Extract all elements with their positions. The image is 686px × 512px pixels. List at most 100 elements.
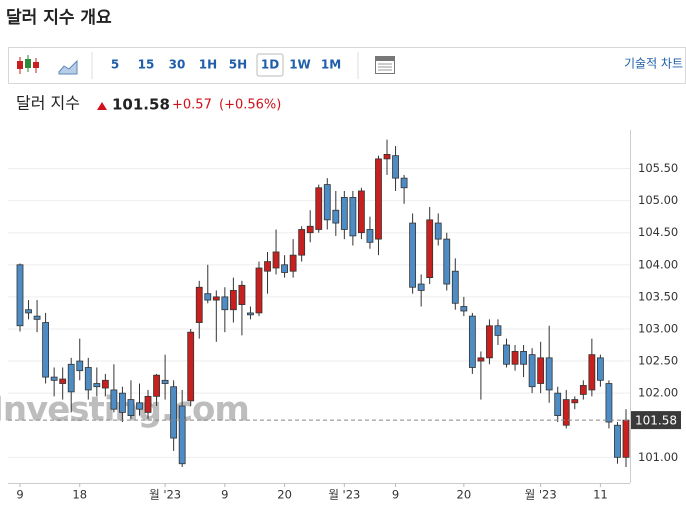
candle-body [16, 264, 24, 327]
y-tick-label: 102.00 [638, 386, 678, 400]
candle-body [101, 379, 109, 389]
candle-body [255, 267, 263, 314]
quote-change-pct: (+0.56%) [219, 98, 281, 113]
x-tick-label: 20 [457, 488, 472, 502]
interval-button[interactable]: 1M [321, 58, 341, 72]
interval-button[interactable]: 15 [138, 58, 155, 72]
candle-body [315, 187, 323, 230]
y-tick-label: 103.50 [638, 289, 678, 303]
interval-button[interactable]: 1D [261, 58, 279, 72]
candle-body [349, 196, 357, 237]
x-tick-label: 월 '23 [525, 488, 557, 502]
candle-body [477, 357, 485, 362]
candle-body [144, 395, 152, 413]
interval-button[interactable]: 5H [229, 58, 247, 72]
candle-body [247, 312, 254, 316]
candle-body [110, 389, 118, 410]
candle-body [614, 424, 621, 458]
candle-body [178, 405, 186, 465]
candle-body [596, 357, 604, 381]
candle-body [161, 379, 169, 384]
candle-body [588, 354, 596, 391]
candle-body [358, 190, 365, 234]
candle-body [25, 309, 32, 314]
candle-body [59, 378, 67, 384]
candle-body [486, 325, 493, 359]
candle-body [170, 386, 178, 439]
candle-body [93, 383, 101, 388]
candle-body [554, 392, 562, 417]
candle-body [272, 251, 280, 269]
y-tick-label: 103.00 [638, 321, 678, 335]
candle-body [571, 399, 579, 404]
up-arrow [97, 102, 107, 110]
candle-body [400, 177, 408, 189]
candle-body [562, 399, 570, 426]
candle-body [306, 225, 314, 234]
candle-body [520, 351, 527, 365]
y-tick-label: 101.00 [638, 450, 678, 464]
candle-body [50, 376, 58, 381]
x-tick-label: 20 [277, 488, 292, 502]
y-tick-label: 105.50 [638, 161, 678, 175]
candle-body [605, 383, 613, 423]
candle-body [460, 306, 468, 312]
candle-body [443, 238, 451, 285]
candle-body [426, 219, 434, 279]
candle-body [289, 254, 297, 272]
x-tick-label: 9 [392, 488, 399, 502]
last-price-label: 101.58 [635, 414, 677, 428]
candle-body [221, 296, 229, 311]
candle-body [468, 315, 476, 368]
area-icon[interactable] [58, 59, 78, 75]
candle-body [528, 354, 536, 388]
candle-body [195, 286, 203, 323]
candle-body [622, 419, 630, 458]
y-tick-label: 102.50 [638, 354, 678, 368]
candle-body [136, 402, 143, 410]
candle-body [229, 290, 237, 311]
candle-body [264, 261, 271, 272]
x-tick-label: 월 '23 [328, 488, 360, 502]
quote-price: 101.58 [112, 96, 170, 114]
candle-body [67, 363, 75, 393]
candle-icon[interactable] [17, 55, 39, 74]
candle-body [494, 325, 502, 336]
interval-button[interactable]: 5 [111, 58, 119, 72]
candle-body [204, 293, 212, 301]
y-tick-label: 104.00 [638, 257, 678, 271]
interval-button[interactable]: 1H [199, 58, 217, 72]
x-tick-label: 9 [221, 488, 228, 502]
candle-body [187, 331, 195, 402]
interval-button[interactable]: 1W [289, 58, 311, 72]
page-title: 달러 지수 개요 [6, 7, 112, 28]
candle-body [33, 315, 41, 320]
x-tick-label: 18 [72, 488, 87, 502]
x-tick-label: 11 [593, 488, 608, 502]
candle-body [579, 385, 587, 395]
last-price-tag [631, 411, 681, 430]
y-tick-label: 104.50 [638, 225, 678, 239]
candle-body [537, 357, 545, 384]
candle-body [153, 374, 160, 397]
table-icon[interactable] [375, 56, 395, 74]
technical-chart-link[interactable]: 기술적 차트 [624, 57, 683, 71]
candle-body [238, 284, 246, 305]
candle-body [84, 367, 92, 391]
candle-body [127, 399, 135, 417]
toolbar [8, 47, 686, 84]
candle-body [383, 153, 391, 160]
candle-body [42, 322, 50, 378]
x-tick-label: 월 '23 [149, 488, 181, 502]
candle-body [451, 270, 459, 304]
candle-body [417, 283, 425, 291]
candle-body [332, 209, 340, 224]
candle-body [340, 196, 348, 230]
candle-body [545, 357, 553, 391]
candle-body [503, 344, 510, 365]
candle-body [511, 351, 519, 365]
interval-button[interactable]: 30 [169, 58, 186, 72]
